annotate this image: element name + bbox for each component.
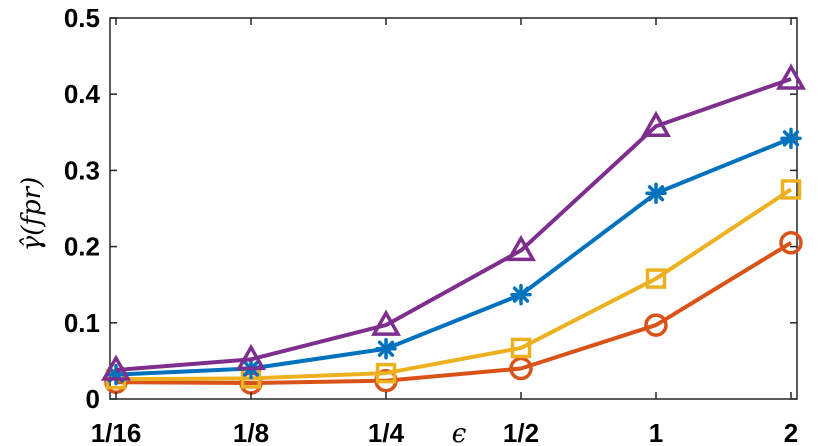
series-line [115, 136, 792, 377]
data-point-circle [644, 313, 668, 337]
y-tick-label: 0.1 [64, 308, 100, 338]
data-point-triangle [640, 110, 672, 137]
data-point-triangle [100, 354, 132, 381]
data-point-asterisk [375, 337, 397, 360]
data-point-square [375, 362, 397, 384]
series-line [115, 187, 793, 382]
x-tick-label: 2 [784, 418, 798, 446]
y-axis-label: γ̂(fpr) [17, 177, 47, 252]
y-tick-label: 0.4 [64, 79, 101, 109]
x-tick-label: 1/16 [91, 418, 142, 446]
y-tick-label: 0.3 [64, 155, 100, 185]
axis-layer: 0 0.1 0.2 0.3 0.4 0.5 1/16 1/8 1/4 1/2 1 2 [64, 3, 798, 446]
y-tick-label: 0 [86, 384, 100, 414]
x-tick-label: 1/2 [503, 418, 539, 446]
data-point-square [510, 337, 532, 359]
x-tick-label: 1/4 [368, 418, 405, 446]
plot-area [109, 17, 798, 400]
asterisk-stroke [782, 130, 800, 147]
series-layer [100, 63, 807, 395]
data-point-asterisk [780, 127, 802, 150]
series-line [115, 77, 792, 373]
x-tick-label: 1 [649, 418, 663, 446]
data-point-triangle [775, 63, 807, 90]
data-point-triangle [370, 309, 402, 336]
data-point-asterisk [645, 182, 667, 205]
data-point-triangle [505, 234, 537, 262]
asterisk-stroke [647, 185, 665, 202]
asterisk-stroke [377, 340, 395, 357]
data-point-triangle [235, 343, 267, 371]
data-point-asterisk [510, 283, 532, 306]
y-tick-label: 0.2 [64, 232, 100, 262]
data-point-circle [509, 356, 533, 381]
series-triangle [100, 63, 807, 381]
data-point-square [780, 179, 802, 200]
x-tick-label: 1/8 [233, 418, 269, 446]
data-point-square [645, 268, 667, 289]
asterisk-stroke [512, 286, 530, 303]
data-point-circle [779, 231, 803, 255]
series-line [115, 241, 793, 385]
x-axis-label: ϵ [452, 419, 467, 446]
y-tick-label: 0.5 [64, 3, 100, 33]
